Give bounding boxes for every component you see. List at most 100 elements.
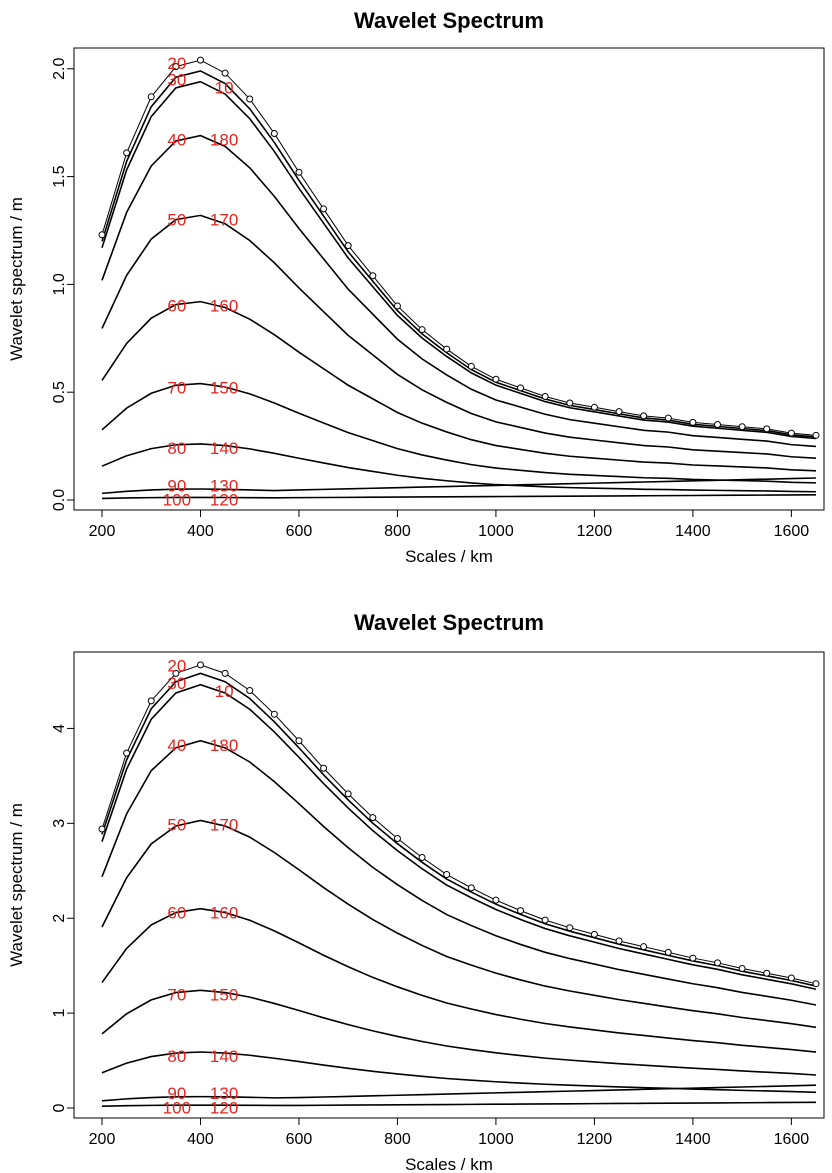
- x-tick-label: 1600: [774, 523, 810, 540]
- level-label-right: 160: [210, 904, 238, 923]
- level-label-right: 120: [210, 491, 238, 510]
- total-spectrum-point: [147, 697, 155, 705]
- level-label-right: 140: [210, 1047, 238, 1066]
- level-curve-90: [101, 477, 817, 495]
- level-curve-20: [101, 70, 817, 438]
- level-label-right: 180: [210, 736, 238, 755]
- x-axis-label: Scales / km: [405, 547, 493, 566]
- total-spectrum-point: [393, 835, 401, 843]
- total-spectrum-point: [689, 418, 697, 426]
- level-label-left: 100: [163, 1098, 191, 1117]
- level-label-right: 170: [210, 815, 238, 834]
- level-curve-30: [101, 80, 817, 440]
- total-spectrum-point: [738, 965, 746, 973]
- level-curve-20: [101, 672, 817, 987]
- x-tick-label: 800: [384, 523, 411, 540]
- total-spectrum-point: [812, 980, 820, 988]
- level-curve-100: [101, 494, 817, 500]
- total-spectrum-point: [172, 669, 180, 677]
- total-spectrum-point: [246, 686, 254, 694]
- y-tick-label: 3: [51, 819, 68, 828]
- total-spectrum-point: [517, 384, 525, 392]
- total-spectrum-point: [763, 425, 771, 433]
- total-spectrum-point: [517, 907, 525, 915]
- level-curve-50: [101, 214, 817, 459]
- total-spectrum-point: [541, 393, 549, 401]
- level-label-left: 50: [167, 815, 186, 834]
- level-label-right: 10: [215, 79, 234, 98]
- total-spectrum-point: [566, 399, 574, 407]
- total-spectrum-point: [590, 403, 598, 411]
- total-spectrum-point: [393, 302, 401, 310]
- x-axis-label: Scales / km: [405, 1155, 493, 1173]
- total-spectrum-point: [467, 362, 475, 370]
- total-spectrum-point: [418, 326, 426, 334]
- level-label-right: 160: [210, 297, 238, 316]
- level-label-right: 140: [210, 439, 238, 458]
- level-curve-70: [101, 989, 817, 1076]
- level-label-right: 120: [210, 1098, 238, 1117]
- x-tick-label: 1400: [675, 523, 711, 540]
- x-tick-label: 1400: [675, 1131, 711, 1148]
- chart-title: Wavelet Spectrum: [354, 8, 544, 33]
- total-spectrum-point: [369, 814, 377, 822]
- level-label-left: 50: [167, 210, 186, 229]
- level-label-left: 70: [167, 379, 186, 398]
- total-spectrum-point: [270, 129, 278, 137]
- level-label-left: 40: [167, 131, 186, 150]
- level-label-left: 80: [167, 439, 186, 458]
- level-label-left: 90: [167, 1084, 186, 1103]
- level-label-right: 130: [210, 1084, 238, 1103]
- y-axis-label: Wavelet spectrum / m: [7, 803, 26, 967]
- total-spectrum-point: [541, 916, 549, 924]
- level-curve-40: [101, 134, 817, 448]
- total-spectrum-point: [714, 421, 722, 429]
- total-spectrum-point: [615, 937, 623, 945]
- level-curve-40: [101, 739, 817, 1006]
- total-spectrum-point: [369, 272, 377, 280]
- total-spectrum-point: [123, 749, 131, 757]
- y-tick-label: 0.5: [51, 381, 68, 403]
- total-spectrum-point: [221, 669, 229, 677]
- chart-title: Wavelet Spectrum: [354, 610, 544, 635]
- level-curve-60: [101, 907, 817, 1053]
- x-tick-label: 400: [187, 523, 214, 540]
- x-tick-label: 1200: [577, 523, 613, 540]
- total-spectrum-point: [147, 93, 155, 101]
- total-spectrum-point: [270, 710, 278, 718]
- x-tick-label: 1000: [478, 523, 514, 540]
- total-spectrum-point: [344, 242, 352, 250]
- total-spectrum-point: [344, 790, 352, 798]
- total-spectrum-line: [101, 59, 817, 436]
- level-label-left: 30: [167, 71, 186, 90]
- total-spectrum-point: [689, 954, 697, 962]
- x-tick-label: 800: [384, 1131, 411, 1148]
- x-tick-label: 600: [286, 523, 313, 540]
- total-spectrum-point: [320, 764, 328, 772]
- plot-area: [98, 56, 820, 500]
- total-spectrum-point: [640, 943, 648, 951]
- total-spectrum-point: [98, 231, 106, 239]
- y-tick-label: 2: [51, 914, 68, 923]
- level-label-left: 60: [167, 297, 186, 316]
- total-spectrum-point: [664, 414, 672, 422]
- plot-area: [98, 661, 820, 1108]
- level-label-left: 90: [167, 477, 186, 496]
- total-spectrum-point: [714, 959, 722, 967]
- level-curve-30: [101, 683, 817, 991]
- total-spectrum-point: [418, 853, 426, 861]
- y-tick-label: 0: [51, 1103, 68, 1112]
- total-spectrum-point: [443, 871, 451, 879]
- level-label-right: 150: [210, 379, 238, 398]
- x-tick-label: 600: [286, 1131, 313, 1148]
- x-tick-label: 400: [187, 1131, 214, 1148]
- total-spectrum-point: [467, 884, 475, 892]
- level-label-left: 20: [167, 54, 186, 73]
- y-tick-label: 2.0: [51, 58, 68, 80]
- total-spectrum-point: [320, 205, 328, 213]
- level-curve-90: [101, 1084, 817, 1102]
- total-spectrum-point: [615, 408, 623, 416]
- total-spectrum-point: [196, 56, 204, 64]
